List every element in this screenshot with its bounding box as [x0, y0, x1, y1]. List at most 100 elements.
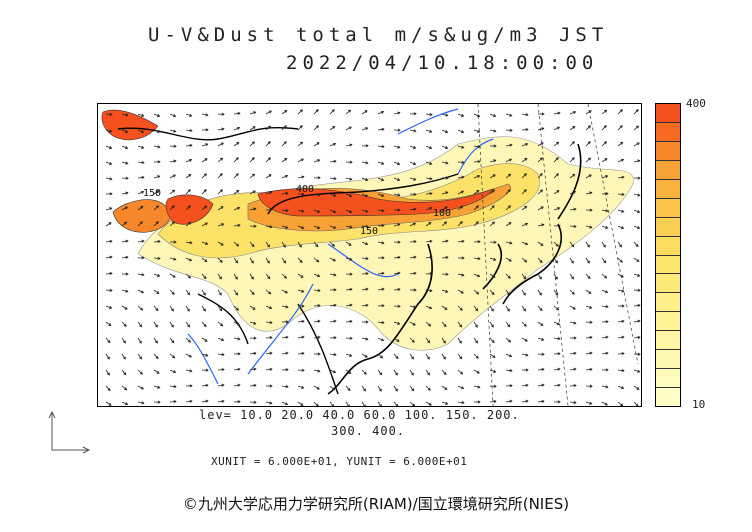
wind-arrow-head: [317, 288, 321, 293]
wind-arrow-head: [442, 356, 446, 360]
wind-arrow: [169, 353, 175, 359]
wind-arrow-head: [413, 162, 417, 166]
wind-arrow-head: [556, 126, 561, 130]
wind-arrow-head: [156, 190, 160, 194]
wind-arrow-head: [429, 206, 433, 210]
wind-arrow-head: [381, 241, 385, 245]
wind-arrow: [153, 145, 160, 148]
wind-arrow: [297, 141, 303, 147]
wind-arrow: [473, 321, 478, 328]
wind-arrow: [521, 241, 528, 245]
wind-arrow: [361, 337, 368, 340]
wind-arrow-head: [538, 292, 542, 296]
wind-arrow-head: [410, 372, 414, 376]
wind-arrow: [553, 157, 559, 163]
wind-arrow-head: [155, 221, 159, 225]
wind-arrow: [537, 224, 544, 227]
wind-arrow: [393, 256, 400, 259]
wind-arrow-head: [234, 276, 238, 280]
wind-arrow: [313, 401, 319, 406]
wind-arrow: [313, 320, 320, 323]
wind-arrow-head: [476, 190, 480, 193]
wind-arrow: [345, 353, 352, 357]
wind-arrow: [473, 369, 480, 374]
wind-arrow-head: [109, 129, 113, 133]
wind-arrow-head: [605, 351, 609, 355]
wind-arrow-head: [477, 174, 481, 178]
contour-label-2: 400: [296, 184, 314, 195]
wind-arrow: [137, 176, 145, 179]
wind-arrow-head: [620, 274, 624, 278]
wind-arrow-head: [299, 259, 303, 264]
wind-arrow: [217, 337, 224, 341]
wind-arrow: [185, 222, 191, 227]
wind-arrow-head: [477, 240, 481, 244]
wind-arrow: [281, 241, 286, 248]
wind-arrow-head: [459, 221, 463, 225]
colorbar-segment: [656, 141, 680, 161]
wind-arrow-head: [445, 113, 449, 117]
wind-arrow-head: [413, 177, 417, 181]
wind-arrow: [377, 288, 384, 291]
wind-arrow-head: [365, 287, 369, 291]
wind-arrow-head: [157, 256, 161, 260]
wind-arrow: [105, 353, 110, 360]
wind-arrow-head: [333, 273, 337, 277]
wind-arrow-head: [125, 289, 129, 293]
wind-arrow: [153, 113, 160, 117]
wind-arrow: [425, 337, 431, 343]
wind-arrow-head: [269, 225, 273, 229]
wind-arrow-head: [125, 113, 129, 117]
wind-arrow: [153, 221, 159, 227]
wind-arrow-head: [397, 271, 401, 275]
wind-arrow-head: [573, 367, 577, 371]
wind-arrow: [617, 257, 623, 263]
wind-arrow-head: [157, 385, 161, 389]
wind-arrow-head: [589, 305, 593, 309]
wind-arrow-head: [587, 125, 592, 129]
wind-arrow: [473, 257, 480, 260]
wind-arrow: [505, 222, 512, 227]
wind-arrow-head: [189, 369, 193, 373]
wind-arrow: [169, 257, 176, 260]
wind-arrow-head: [477, 129, 481, 133]
wind-arrow-head: [218, 276, 222, 280]
colorbar-segment: [656, 293, 680, 313]
wind-arrow-head: [426, 356, 430, 360]
wind-arrow-head: [204, 205, 208, 209]
wind-arrow-head: [459, 307, 463, 311]
wind-arrow: [553, 337, 560, 340]
wind-arrow-head: [637, 335, 641, 340]
wind-arrow: [601, 305, 608, 308]
wind-arrow: [105, 161, 112, 165]
wind-arrow: [137, 385, 144, 390]
wind-arrow-head: [589, 351, 593, 355]
wind-arrow-head: [122, 340, 126, 344]
wind-arrow: [457, 190, 464, 195]
wind-arrow-head: [140, 386, 144, 390]
wind-arrow-head: [189, 143, 193, 148]
wind-arrow-head: [539, 173, 543, 177]
wind-arrow: [489, 159, 496, 163]
wind-arrow-head: [141, 113, 145, 117]
wind-arrow-head: [541, 352, 545, 356]
wind-arrow-head: [317, 304, 321, 308]
wind-arrow-head: [637, 193, 641, 197]
wind-arrow: [521, 205, 527, 211]
wind-arrow: [201, 353, 208, 357]
wind-arrow-head: [301, 385, 305, 389]
wind-arrow-head: [205, 128, 209, 132]
wind-arrow: [137, 337, 142, 344]
wind-arrow-head: [253, 111, 257, 115]
wind-arrow-head: [284, 290, 288, 294]
wind-arrow-head: [236, 189, 240, 193]
wind-arrow: [521, 337, 528, 342]
wind-arrow: [377, 111, 384, 115]
wind-arrow-head: [621, 289, 625, 293]
wind-arrow-head: [171, 340, 175, 344]
axes-icon: [48, 410, 91, 454]
wind-arrow-head: [586, 260, 590, 264]
wind-arrow: [217, 173, 223, 179]
wind-arrow: [297, 241, 302, 248]
wind-arrow-head: [317, 226, 321, 230]
